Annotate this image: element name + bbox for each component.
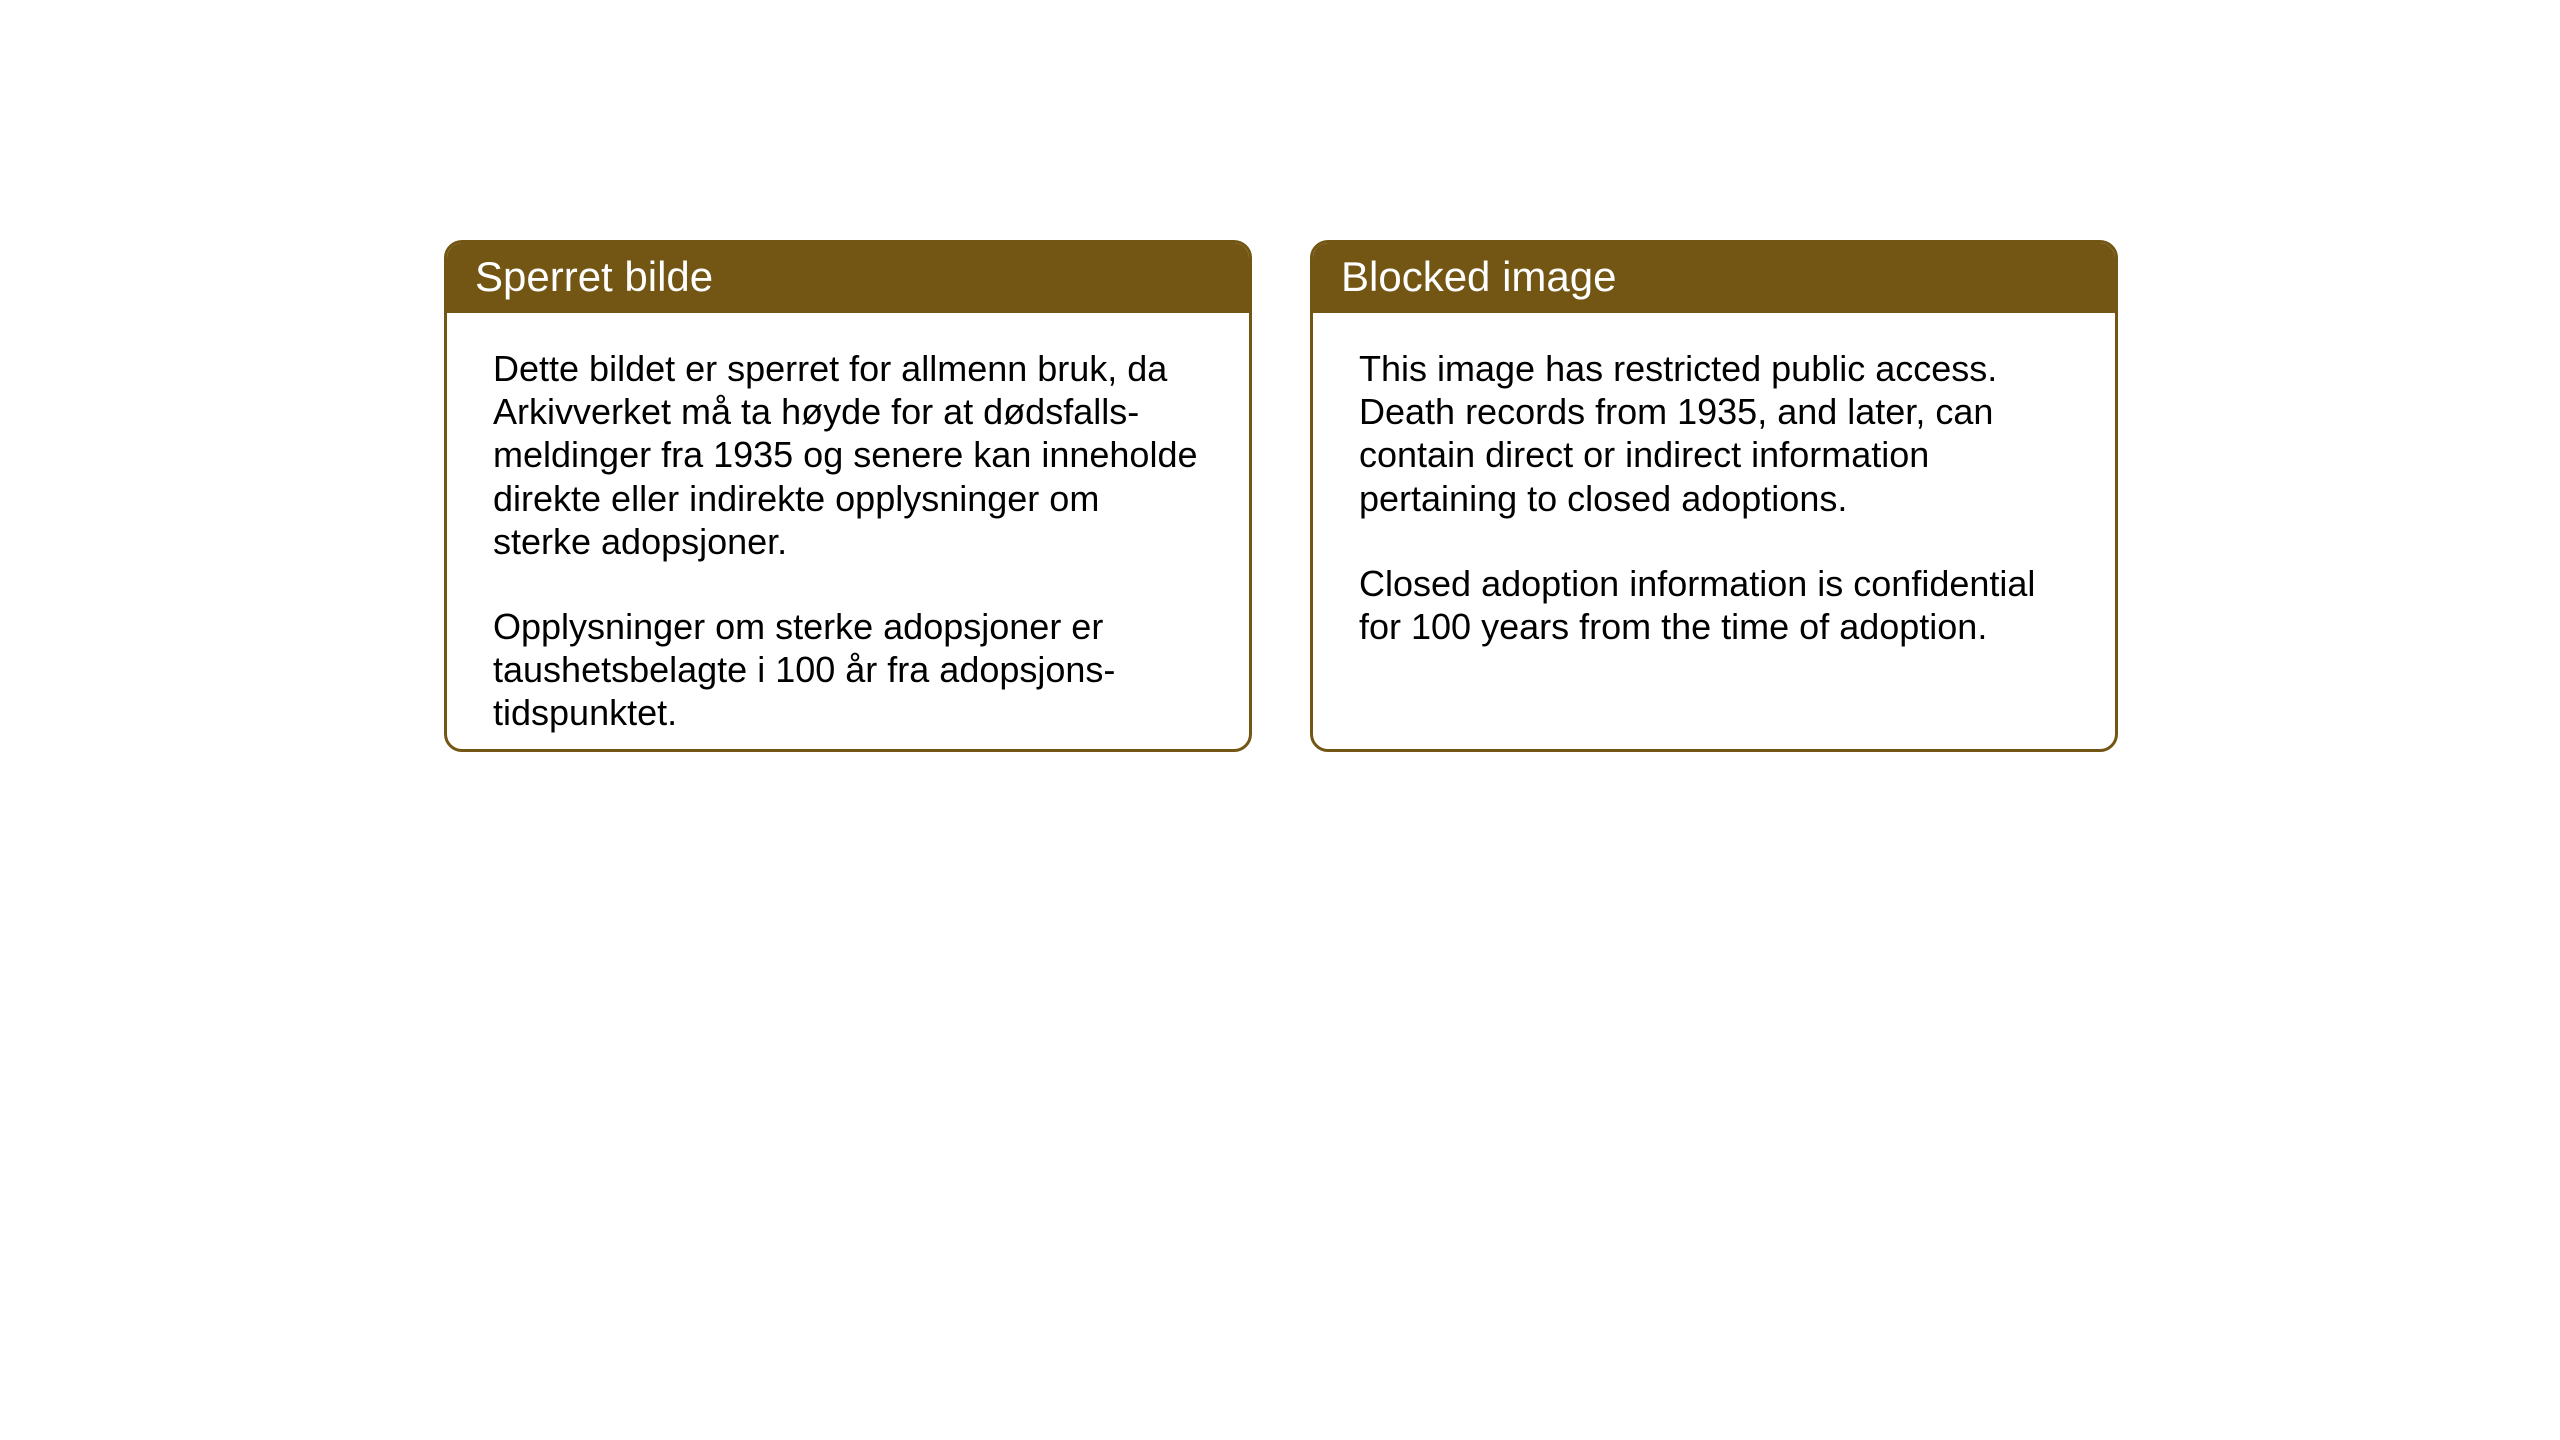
card-paragraph-2: Closed adoption information is confident… — [1359, 562, 2069, 648]
card-body-norwegian: Dette bildet er sperret for allmenn bruk… — [447, 313, 1249, 752]
card-paragraph-2: Opplysninger om sterke adopsjoner er tau… — [493, 605, 1203, 735]
card-body-english: This image has restricted public access.… — [1313, 313, 2115, 682]
card-paragraph-1: This image has restricted public access.… — [1359, 347, 2069, 520]
card-header-english: Blocked image — [1313, 243, 2115, 313]
card-paragraph-1: Dette bildet er sperret for allmenn bruk… — [493, 347, 1203, 563]
notice-card-norwegian: Sperret bilde Dette bildet er sperret fo… — [444, 240, 1252, 752]
card-header-norwegian: Sperret bilde — [447, 243, 1249, 313]
notice-container: Sperret bilde Dette bildet er sperret fo… — [444, 240, 2118, 752]
notice-card-english: Blocked image This image has restricted … — [1310, 240, 2118, 752]
